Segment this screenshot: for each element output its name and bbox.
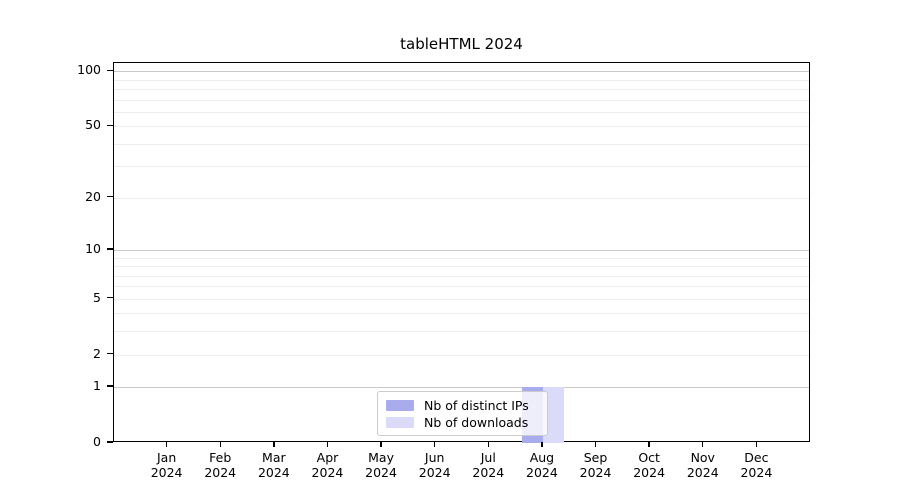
x-tick-label: Mar 2024 [257, 450, 290, 480]
gridline-minor [114, 266, 809, 267]
x-tick-mark [702, 442, 704, 447]
gridline-minor [114, 126, 809, 128]
x-tick-label: Jun 2024 [418, 450, 451, 480]
y-tick-label: 10 [85, 240, 101, 256]
y-tick-label: 20 [85, 188, 101, 204]
x-tick-mark [433, 442, 436, 447]
x-tick-label: Oct 2024 [633, 450, 666, 480]
y-tick-mark [107, 441, 113, 443]
y-tick-mark [107, 69, 113, 71]
gridline-minor [114, 166, 809, 168]
gridline-minor [114, 257, 809, 259]
gridline-minor [114, 331, 809, 333]
gridline-minor [114, 354, 809, 356]
chart-title: tableHTML 2024 [400, 35, 523, 53]
x-tick-label: Dec 2024 [740, 450, 773, 480]
y-tick-label: 1 [93, 378, 101, 394]
legend-label-downloads: Nb of downloads [424, 414, 529, 430]
bar-nb-of-downloads [542, 387, 565, 443]
x-tick-mark [326, 442, 329, 447]
gridline-minor [114, 313, 809, 315]
x-tick-label: Aug 2024 [526, 450, 558, 480]
x-tick-label: May 2024 [365, 450, 397, 480]
x-tick-mark [487, 442, 489, 447]
gridline-minor [114, 298, 809, 300]
x-tick-mark [594, 442, 597, 447]
gridline-minor [114, 89, 809, 91]
gridline-minor [114, 143, 809, 145]
x-tick-mark [165, 442, 168, 447]
x-tick-mark [219, 442, 221, 447]
x-tick-mark [273, 442, 275, 447]
y-tick-label: 50 [85, 117, 101, 133]
gridline-major [114, 387, 809, 389]
gridline-minor [114, 111, 809, 113]
x-tick-mark [541, 442, 543, 447]
y-tick-mark [107, 352, 113, 355]
y-tick-mark [107, 385, 113, 387]
x-tick-label: Apr 2024 [311, 450, 344, 480]
x-tick-label: Jul 2024 [472, 450, 505, 480]
gridline-major [114, 249, 809, 251]
x-tick-mark [648, 442, 650, 447]
x-tick-label: Nov 2024 [686, 450, 719, 480]
y-tick-label: 0 [93, 434, 101, 449]
x-tick-mark [380, 442, 382, 447]
x-tick-label: Jan 2024 [150, 450, 183, 480]
x-tick-label: Feb 2024 [204, 450, 237, 480]
legend-label-distinct-ips: Nb of distinct IPs [424, 397, 529, 413]
x-tick-mark [755, 442, 758, 447]
legend: Nb of distinct IPs Nb of downloads [377, 391, 548, 436]
gridline-minor [114, 79, 809, 81]
legend-swatch-distinct-ips [386, 399, 414, 411]
y-tick-label: 2 [93, 345, 101, 361]
legend-swatch-downloads [386, 416, 414, 428]
legend-row-distinct-ips: Nb of distinct IPs [386, 397, 539, 413]
y-tick-mark [107, 248, 113, 250]
gridline-minor [114, 286, 809, 288]
y-tick-label: 5 [93, 289, 101, 305]
gridline-major [114, 71, 809, 73]
gridline-minor [114, 275, 809, 277]
gridline-minor [114, 197, 809, 199]
legend-row-downloads: Nb of downloads [386, 414, 539, 430]
x-tick-label: Sep 2024 [579, 450, 612, 480]
y-tick-mark [107, 196, 113, 198]
y-tick-label: 100 [77, 62, 101, 78]
plot-area [113, 62, 810, 443]
y-tick-mark [107, 124, 113, 126]
y-tick-mark [107, 296, 113, 299]
gridline-minor [114, 99, 809, 101]
